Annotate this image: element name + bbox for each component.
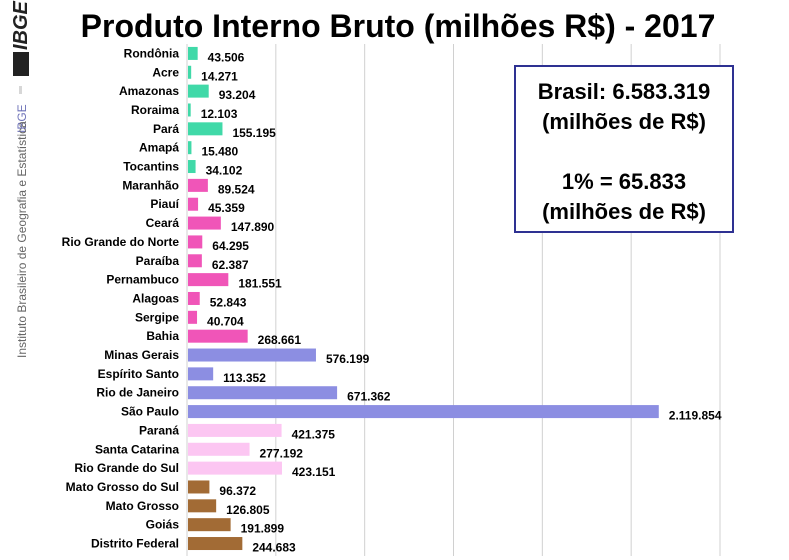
bar bbox=[188, 179, 208, 192]
value-label: 126.805 bbox=[226, 503, 270, 517]
box-spacer bbox=[516, 137, 732, 167]
bar bbox=[188, 424, 282, 437]
category-label: Paraná bbox=[139, 423, 179, 437]
value-label: 671.362 bbox=[347, 390, 391, 404]
bar bbox=[188, 217, 221, 230]
bar bbox=[188, 47, 198, 60]
category-label: Acre bbox=[152, 65, 179, 79]
value-label: 268.661 bbox=[258, 333, 302, 347]
one-percent-unit: (milhões de R$) bbox=[516, 197, 732, 227]
brasil-total-line: Brasil: 6.583.319 bbox=[516, 77, 732, 107]
value-label: 45.359 bbox=[208, 201, 245, 215]
value-label: 15.480 bbox=[201, 145, 238, 159]
category-label: Bahia bbox=[146, 329, 179, 343]
value-label: 244.683 bbox=[252, 541, 296, 555]
value-label: 181.551 bbox=[238, 277, 282, 291]
value-label: 64.295 bbox=[212, 239, 249, 253]
category-label: Santa Catarina bbox=[95, 442, 179, 456]
value-label: 277.192 bbox=[260, 446, 304, 460]
category-label: Maranhão bbox=[122, 178, 179, 192]
bar bbox=[188, 311, 197, 324]
category-label: Mato Grosso do Sul bbox=[66, 480, 179, 494]
value-label: 423.151 bbox=[292, 465, 336, 479]
value-label: 96.372 bbox=[219, 484, 256, 498]
category-label: São Paulo bbox=[121, 405, 179, 419]
bar bbox=[188, 235, 202, 248]
bar bbox=[188, 367, 213, 380]
bar bbox=[188, 292, 200, 305]
category-label: Amapá bbox=[139, 141, 179, 155]
brasil-total-unit: (milhões de R$) bbox=[516, 107, 732, 137]
category-label: Ceará bbox=[146, 216, 180, 230]
bar bbox=[188, 122, 222, 135]
category-label: Rio de Janeiro bbox=[96, 386, 179, 400]
bar bbox=[188, 66, 191, 79]
value-label: 62.387 bbox=[212, 258, 249, 272]
category-label: Alagoas bbox=[132, 291, 179, 305]
value-label: 147.890 bbox=[231, 220, 275, 234]
category-label: Minas Gerais bbox=[104, 348, 179, 362]
category-label: Distrito Federal bbox=[91, 537, 179, 551]
category-label: Pará bbox=[153, 122, 179, 136]
bar bbox=[188, 518, 231, 531]
value-label: 40.704 bbox=[207, 314, 244, 328]
bar bbox=[188, 349, 316, 362]
brasil-total-box: Brasil: 6.583.319 (milhões de R$) 1% = 6… bbox=[514, 65, 734, 233]
value-label: 93.204 bbox=[219, 88, 256, 102]
category-label: Amazonas bbox=[119, 84, 179, 98]
category-label: Roraima bbox=[131, 103, 179, 117]
value-label: 14.271 bbox=[201, 69, 238, 83]
category-label: Rio Grande do Norte bbox=[62, 235, 180, 249]
bar bbox=[188, 443, 250, 456]
bar bbox=[188, 499, 216, 512]
bar bbox=[188, 273, 228, 286]
value-label: 43.506 bbox=[208, 50, 245, 64]
bar bbox=[188, 160, 196, 173]
category-label: Pernambuco bbox=[106, 273, 179, 287]
value-label: 89.524 bbox=[218, 182, 255, 196]
bar bbox=[188, 537, 242, 550]
category-label: Rio Grande do Sul bbox=[74, 461, 179, 475]
one-percent-line: 1% = 65.833 bbox=[516, 167, 732, 197]
bar bbox=[188, 462, 282, 475]
bar bbox=[188, 480, 209, 493]
bar bbox=[188, 386, 337, 399]
bar bbox=[188, 141, 191, 154]
bar bbox=[188, 198, 198, 211]
value-label: 421.375 bbox=[292, 427, 336, 441]
value-label: 191.899 bbox=[241, 522, 285, 536]
category-label: Goiás bbox=[146, 518, 180, 532]
category-label: Sergipe bbox=[135, 310, 179, 324]
bar bbox=[188, 254, 202, 267]
value-label: 52.843 bbox=[210, 295, 247, 309]
category-label: Piauí bbox=[150, 197, 179, 211]
value-label: 576.199 bbox=[326, 352, 370, 366]
bar bbox=[188, 405, 659, 418]
category-label: Mato Grosso bbox=[106, 499, 179, 513]
category-label: Tocantins bbox=[123, 160, 179, 174]
value-label: 113.352 bbox=[223, 371, 266, 385]
value-label: 34.102 bbox=[206, 164, 243, 178]
bar bbox=[188, 103, 191, 116]
value-label: 2.119.854 bbox=[669, 409, 722, 423]
category-label: Paraíba bbox=[136, 254, 180, 268]
value-label: 155.195 bbox=[232, 126, 276, 140]
category-labels: Rondônia Acre Amazonas Roraima Pará Amapá Toca… bbox=[62, 46, 180, 550]
value-label: 12.103 bbox=[201, 107, 238, 121]
category-label: Rondônia bbox=[124, 46, 180, 60]
category-label: Espírito Santo bbox=[98, 367, 179, 381]
bar bbox=[188, 85, 209, 98]
bar bbox=[188, 330, 248, 343]
